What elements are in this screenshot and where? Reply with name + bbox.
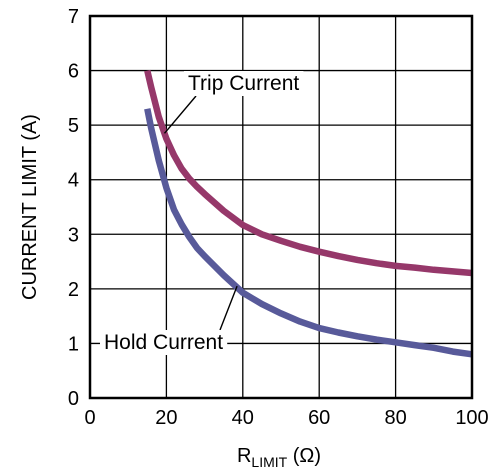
- y-tick-label-0: 0: [68, 388, 79, 410]
- x-axis-title: RLIMIT (Ω): [237, 445, 321, 470]
- y-tick-label-6: 6: [68, 61, 79, 83]
- trip-current-label: Trip Current: [188, 72, 299, 95]
- x-tick-label-0: 0: [84, 407, 95, 429]
- y-tick-label-1: 1: [68, 333, 79, 355]
- annotations: Trip Current Hold Current: [100, 71, 304, 355]
- x-tick-label-2: 40: [232, 407, 254, 429]
- plot-frame: [88, 14, 474, 400]
- series-line-trip-current: [144, 69, 473, 277]
- x-tick-label-1: 20: [155, 407, 177, 429]
- hold-current-leader-line: [219, 285, 238, 331]
- x-tick-label-5: 100: [455, 407, 488, 429]
- x-tick-label-3: 60: [308, 407, 330, 429]
- y-tick-label-2: 2: [68, 279, 79, 301]
- x-axis-title-subscript: LIMIT: [251, 454, 287, 470]
- series-lines: [144, 69, 473, 358]
- x-axis-title-main: R: [237, 445, 251, 467]
- y-tick-label-4: 4: [68, 170, 79, 192]
- trip-current-leader-line: [163, 95, 197, 134]
- x-axis-title-unit: (Ω): [287, 445, 321, 467]
- series-line-hold-current: [144, 108, 473, 358]
- tick-labels: 0 20 40 60 80 100 0 1 2 3 4 5 6 7: [68, 6, 489, 429]
- y-axis-title: CURRENT LIMIT (A): [19, 114, 41, 300]
- x-tick-label-4: 80: [384, 407, 406, 429]
- hold-current-label-background: [100, 330, 228, 355]
- hold-current-label: Hold Current: [104, 331, 223, 354]
- trip-current-label-background: [184, 71, 304, 96]
- y-tick-label-5: 5: [68, 115, 79, 137]
- y-tick-label-7: 7: [68, 6, 79, 28]
- y-tick-label-3: 3: [68, 224, 79, 246]
